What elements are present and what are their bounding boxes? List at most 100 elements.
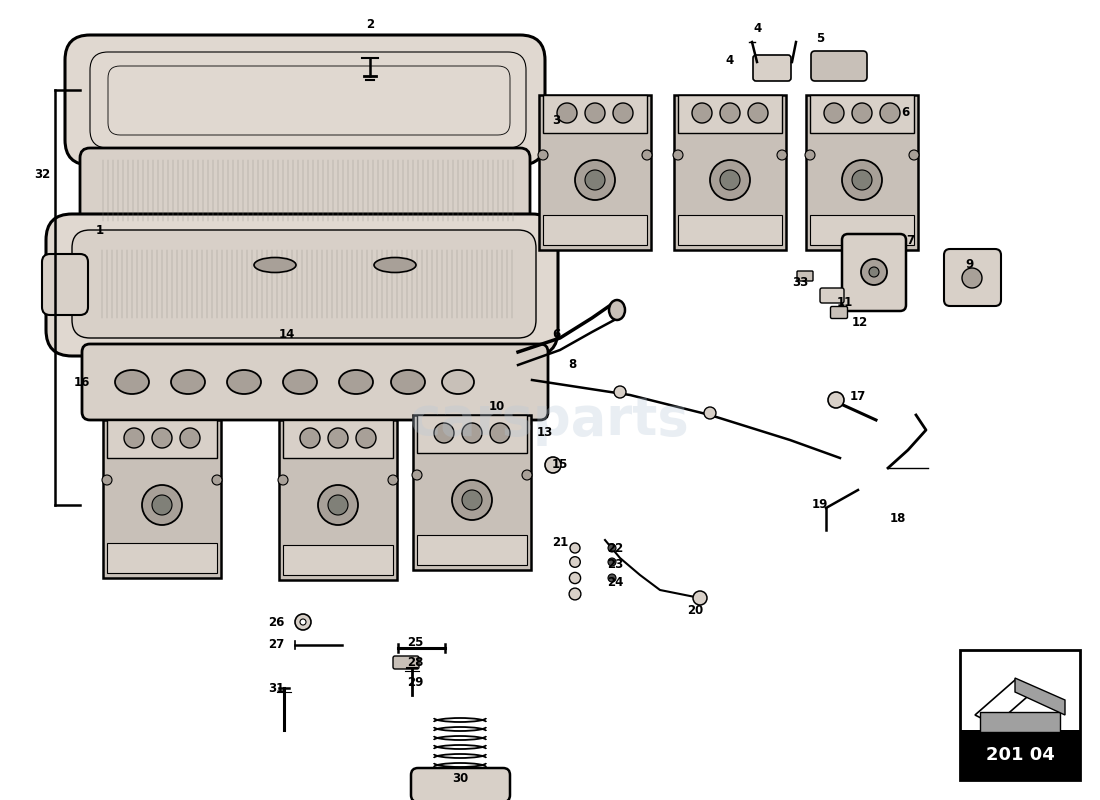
Circle shape — [777, 150, 786, 160]
FancyBboxPatch shape — [411, 768, 510, 800]
FancyBboxPatch shape — [72, 230, 536, 338]
Text: 29: 29 — [407, 675, 424, 689]
Circle shape — [278, 475, 288, 485]
Circle shape — [861, 259, 887, 285]
Circle shape — [295, 614, 311, 630]
FancyBboxPatch shape — [820, 288, 844, 303]
Text: 4: 4 — [754, 22, 762, 34]
Text: 16: 16 — [74, 375, 90, 389]
Text: 2: 2 — [366, 18, 374, 31]
Bar — [283, 420, 393, 458]
Circle shape — [570, 543, 580, 553]
Text: 24: 24 — [607, 575, 624, 589]
Circle shape — [748, 103, 768, 123]
Circle shape — [452, 480, 492, 520]
Text: 22: 22 — [607, 542, 623, 554]
Text: 21: 21 — [552, 535, 568, 549]
FancyBboxPatch shape — [65, 35, 544, 165]
Text: 10: 10 — [488, 401, 505, 414]
Bar — [107, 543, 217, 573]
Bar — [543, 95, 647, 133]
Text: 14: 14 — [278, 329, 295, 342]
Text: 20: 20 — [686, 603, 703, 617]
Text: 19: 19 — [812, 498, 828, 511]
Bar — [678, 215, 782, 245]
Bar — [539, 95, 651, 250]
Circle shape — [704, 407, 716, 419]
FancyBboxPatch shape — [830, 306, 847, 318]
Text: 25: 25 — [407, 635, 424, 649]
Bar — [417, 415, 527, 453]
Bar — [960, 730, 1080, 780]
Circle shape — [412, 470, 422, 480]
Bar — [806, 95, 918, 250]
Ellipse shape — [227, 370, 261, 394]
FancyBboxPatch shape — [944, 249, 1001, 306]
Ellipse shape — [390, 370, 425, 394]
Bar — [283, 545, 393, 575]
Circle shape — [642, 150, 652, 160]
Circle shape — [570, 557, 581, 567]
FancyBboxPatch shape — [42, 254, 88, 315]
Ellipse shape — [283, 370, 317, 394]
Circle shape — [180, 428, 200, 448]
Ellipse shape — [442, 370, 474, 394]
Circle shape — [544, 457, 561, 473]
Circle shape — [575, 160, 615, 200]
Circle shape — [462, 423, 482, 443]
FancyBboxPatch shape — [82, 344, 548, 420]
Circle shape — [102, 475, 112, 485]
FancyBboxPatch shape — [754, 55, 791, 81]
Bar — [810, 95, 914, 133]
FancyBboxPatch shape — [393, 656, 419, 669]
Circle shape — [152, 428, 172, 448]
Ellipse shape — [374, 258, 416, 273]
Circle shape — [710, 160, 750, 200]
Text: 23: 23 — [607, 558, 623, 571]
Ellipse shape — [116, 370, 148, 394]
Circle shape — [852, 103, 872, 123]
Text: 33: 33 — [792, 275, 808, 289]
Circle shape — [608, 558, 616, 566]
Bar — [279, 420, 397, 580]
Ellipse shape — [609, 300, 625, 320]
Text: 8: 8 — [568, 358, 576, 371]
Circle shape — [692, 103, 712, 123]
Text: 18: 18 — [890, 511, 906, 525]
Circle shape — [805, 150, 815, 160]
Text: 26: 26 — [267, 615, 284, 629]
Circle shape — [328, 428, 348, 448]
Circle shape — [124, 428, 144, 448]
Circle shape — [585, 170, 605, 190]
Circle shape — [613, 103, 632, 123]
Circle shape — [673, 150, 683, 160]
Bar — [960, 650, 1080, 780]
Polygon shape — [975, 680, 1035, 725]
Bar — [543, 215, 647, 245]
Text: 3: 3 — [552, 114, 560, 126]
Bar — [412, 415, 531, 570]
Text: 17: 17 — [850, 390, 866, 403]
Text: 9: 9 — [966, 258, 975, 271]
Bar — [417, 535, 527, 565]
Circle shape — [828, 392, 844, 408]
Circle shape — [614, 386, 626, 398]
Text: 32: 32 — [34, 169, 51, 182]
Bar — [674, 95, 786, 250]
Circle shape — [356, 428, 376, 448]
Circle shape — [608, 574, 616, 582]
Text: 30: 30 — [452, 771, 469, 785]
Circle shape — [522, 470, 532, 480]
Circle shape — [720, 170, 740, 190]
Circle shape — [538, 150, 548, 160]
Bar — [678, 95, 782, 133]
Text: 6: 6 — [901, 106, 909, 118]
Circle shape — [328, 495, 348, 515]
Circle shape — [212, 475, 222, 485]
Circle shape — [569, 588, 581, 600]
Circle shape — [909, 150, 918, 160]
Circle shape — [693, 591, 707, 605]
Bar — [103, 420, 221, 578]
Text: 12: 12 — [851, 315, 868, 329]
FancyBboxPatch shape — [80, 148, 530, 233]
